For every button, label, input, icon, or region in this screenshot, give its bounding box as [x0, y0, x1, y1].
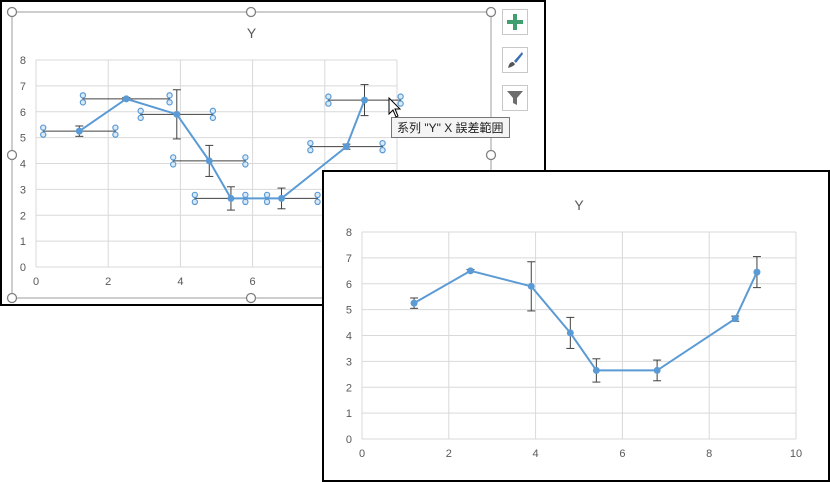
data-point [566, 329, 574, 337]
y-tick-label: 4 [20, 159, 26, 171]
error-bar-selection-handle [379, 139, 386, 147]
data-point [467, 267, 474, 275]
y-tick-label: 8 [20, 55, 26, 67]
data-point [753, 268, 761, 276]
x-tick-label: 2 [105, 276, 111, 288]
chart-resize-handle [245, 292, 257, 304]
error-bar-selection-handle [40, 131, 47, 138]
error-bar-selection-handle [242, 154, 249, 161]
error-bar-selection-handle [242, 191, 249, 199]
y-tick-label: 5 [20, 133, 26, 145]
error-bar-selection-handle [166, 99, 173, 106]
x-tick-label: 4 [533, 448, 539, 460]
chart-title: Y [574, 197, 584, 213]
series-line [78, 97, 366, 200]
data-point [173, 110, 181, 118]
error-bar-selection-handle [314, 198, 321, 206]
data-point [731, 315, 739, 323]
chart-resize-handle [6, 292, 18, 304]
y-tick-label: 7 [20, 81, 26, 93]
error-bar-selection-handle [379, 146, 386, 154]
error-bar-selection-handle [263, 191, 271, 199]
data-point [122, 95, 130, 103]
y-tick-label: 4 [346, 331, 352, 343]
error-bar-selection-handle [242, 161, 249, 168]
data-point [361, 96, 369, 104]
error-bar-selection-handle [191, 191, 199, 199]
chart-title: Y [247, 25, 257, 41]
error-bar-selection-handle [112, 131, 119, 138]
error-bar-selection-handle [40, 124, 47, 131]
chart-resize-handle [485, 149, 497, 161]
data-point [592, 366, 600, 374]
error-bar-selection-handle [79, 92, 87, 99]
chart-resize-handle [485, 6, 497, 18]
y-tick-label: 1 [20, 236, 26, 248]
y-tick-label: 3 [346, 356, 352, 368]
error-bar-selection-handle [325, 100, 332, 107]
chart-resize-handle [245, 6, 257, 18]
error-bar-selection-handle [79, 99, 87, 106]
error-bar-selection-handle [397, 100, 404, 107]
error-bar-selection-handle [242, 198, 249, 206]
error-bar-selection-handle [169, 161, 177, 168]
error-bar-selection-handle [209, 114, 217, 122]
error-bar-selection-handle [191, 198, 199, 206]
chart-resize-handle [6, 6, 18, 18]
x-tick-label: 6 [250, 276, 256, 288]
mouse-pointer-icon [388, 97, 402, 118]
data-point [653, 366, 661, 374]
x-tick-label: 8 [706, 448, 712, 460]
paintbrush-icon [508, 52, 523, 68]
chart-resize-handle [6, 149, 18, 161]
chart-styles-button[interactable] [502, 47, 528, 73]
funnel-icon [507, 91, 523, 105]
y-tick-label: 5 [346, 305, 352, 317]
error-bar-selection-handle [307, 139, 314, 147]
x-tick-label: 2 [446, 448, 452, 460]
error-bar-selection-handle [137, 114, 144, 122]
x-tick-label: 0 [33, 276, 39, 288]
x-tick-label: 6 [619, 448, 625, 460]
error-bar-selection-handle [209, 107, 217, 115]
error-bar-tooltip: 系列 "Y" X 誤差範囲 [391, 117, 510, 138]
y-tick-label: 6 [20, 107, 26, 119]
data-point [342, 143, 350, 151]
x-tick-label: 10 [790, 448, 802, 460]
x-tick-label: 4 [177, 276, 183, 288]
chart-elements-button[interactable] [502, 9, 528, 35]
chart-filters-button[interactable] [502, 85, 528, 111]
error-bar-selection-handle [112, 124, 119, 131]
y-tick-label: 8 [346, 227, 352, 239]
error-bar-selection-handle [166, 92, 173, 99]
y-tick-label: 3 [20, 184, 26, 196]
y-tick-label: 7 [346, 253, 352, 265]
y-tick-label: 0 [20, 262, 26, 274]
data-point [205, 157, 213, 165]
data-point [527, 282, 535, 290]
x-tick-label: 0 [359, 448, 365, 460]
chart-front-panel[interactable]: Y 0 1 2 3 4 5 6 7 8 0 2 4 6 8 10 [322, 170, 830, 482]
error-bar-selection-handle [263, 198, 271, 206]
y-tick-label: 1 [346, 408, 352, 420]
y-tick-label: 2 [346, 382, 352, 394]
data-point [277, 194, 285, 202]
error-bar-selection-handle [325, 93, 332, 100]
y-tick-label: 0 [346, 434, 352, 446]
y-tick-label: 2 [20, 210, 26, 222]
data-point [75, 127, 83, 135]
error-bar-selection-handle [169, 154, 177, 161]
error-bar-selection-handle [397, 93, 404, 100]
error-bar-selection-handle [314, 191, 321, 199]
y-tick-label: 6 [346, 279, 352, 291]
data-point [410, 299, 418, 307]
data-point [227, 194, 235, 202]
chart-front[interactable]: Y 0 1 2 3 4 5 6 7 8 0 2 4 6 8 10 [324, 172, 828, 480]
series-line [413, 269, 758, 372]
error-bar-selection-handle [307, 146, 314, 154]
error-bar-selection-handle [137, 107, 144, 115]
plus-icon [507, 14, 523, 30]
